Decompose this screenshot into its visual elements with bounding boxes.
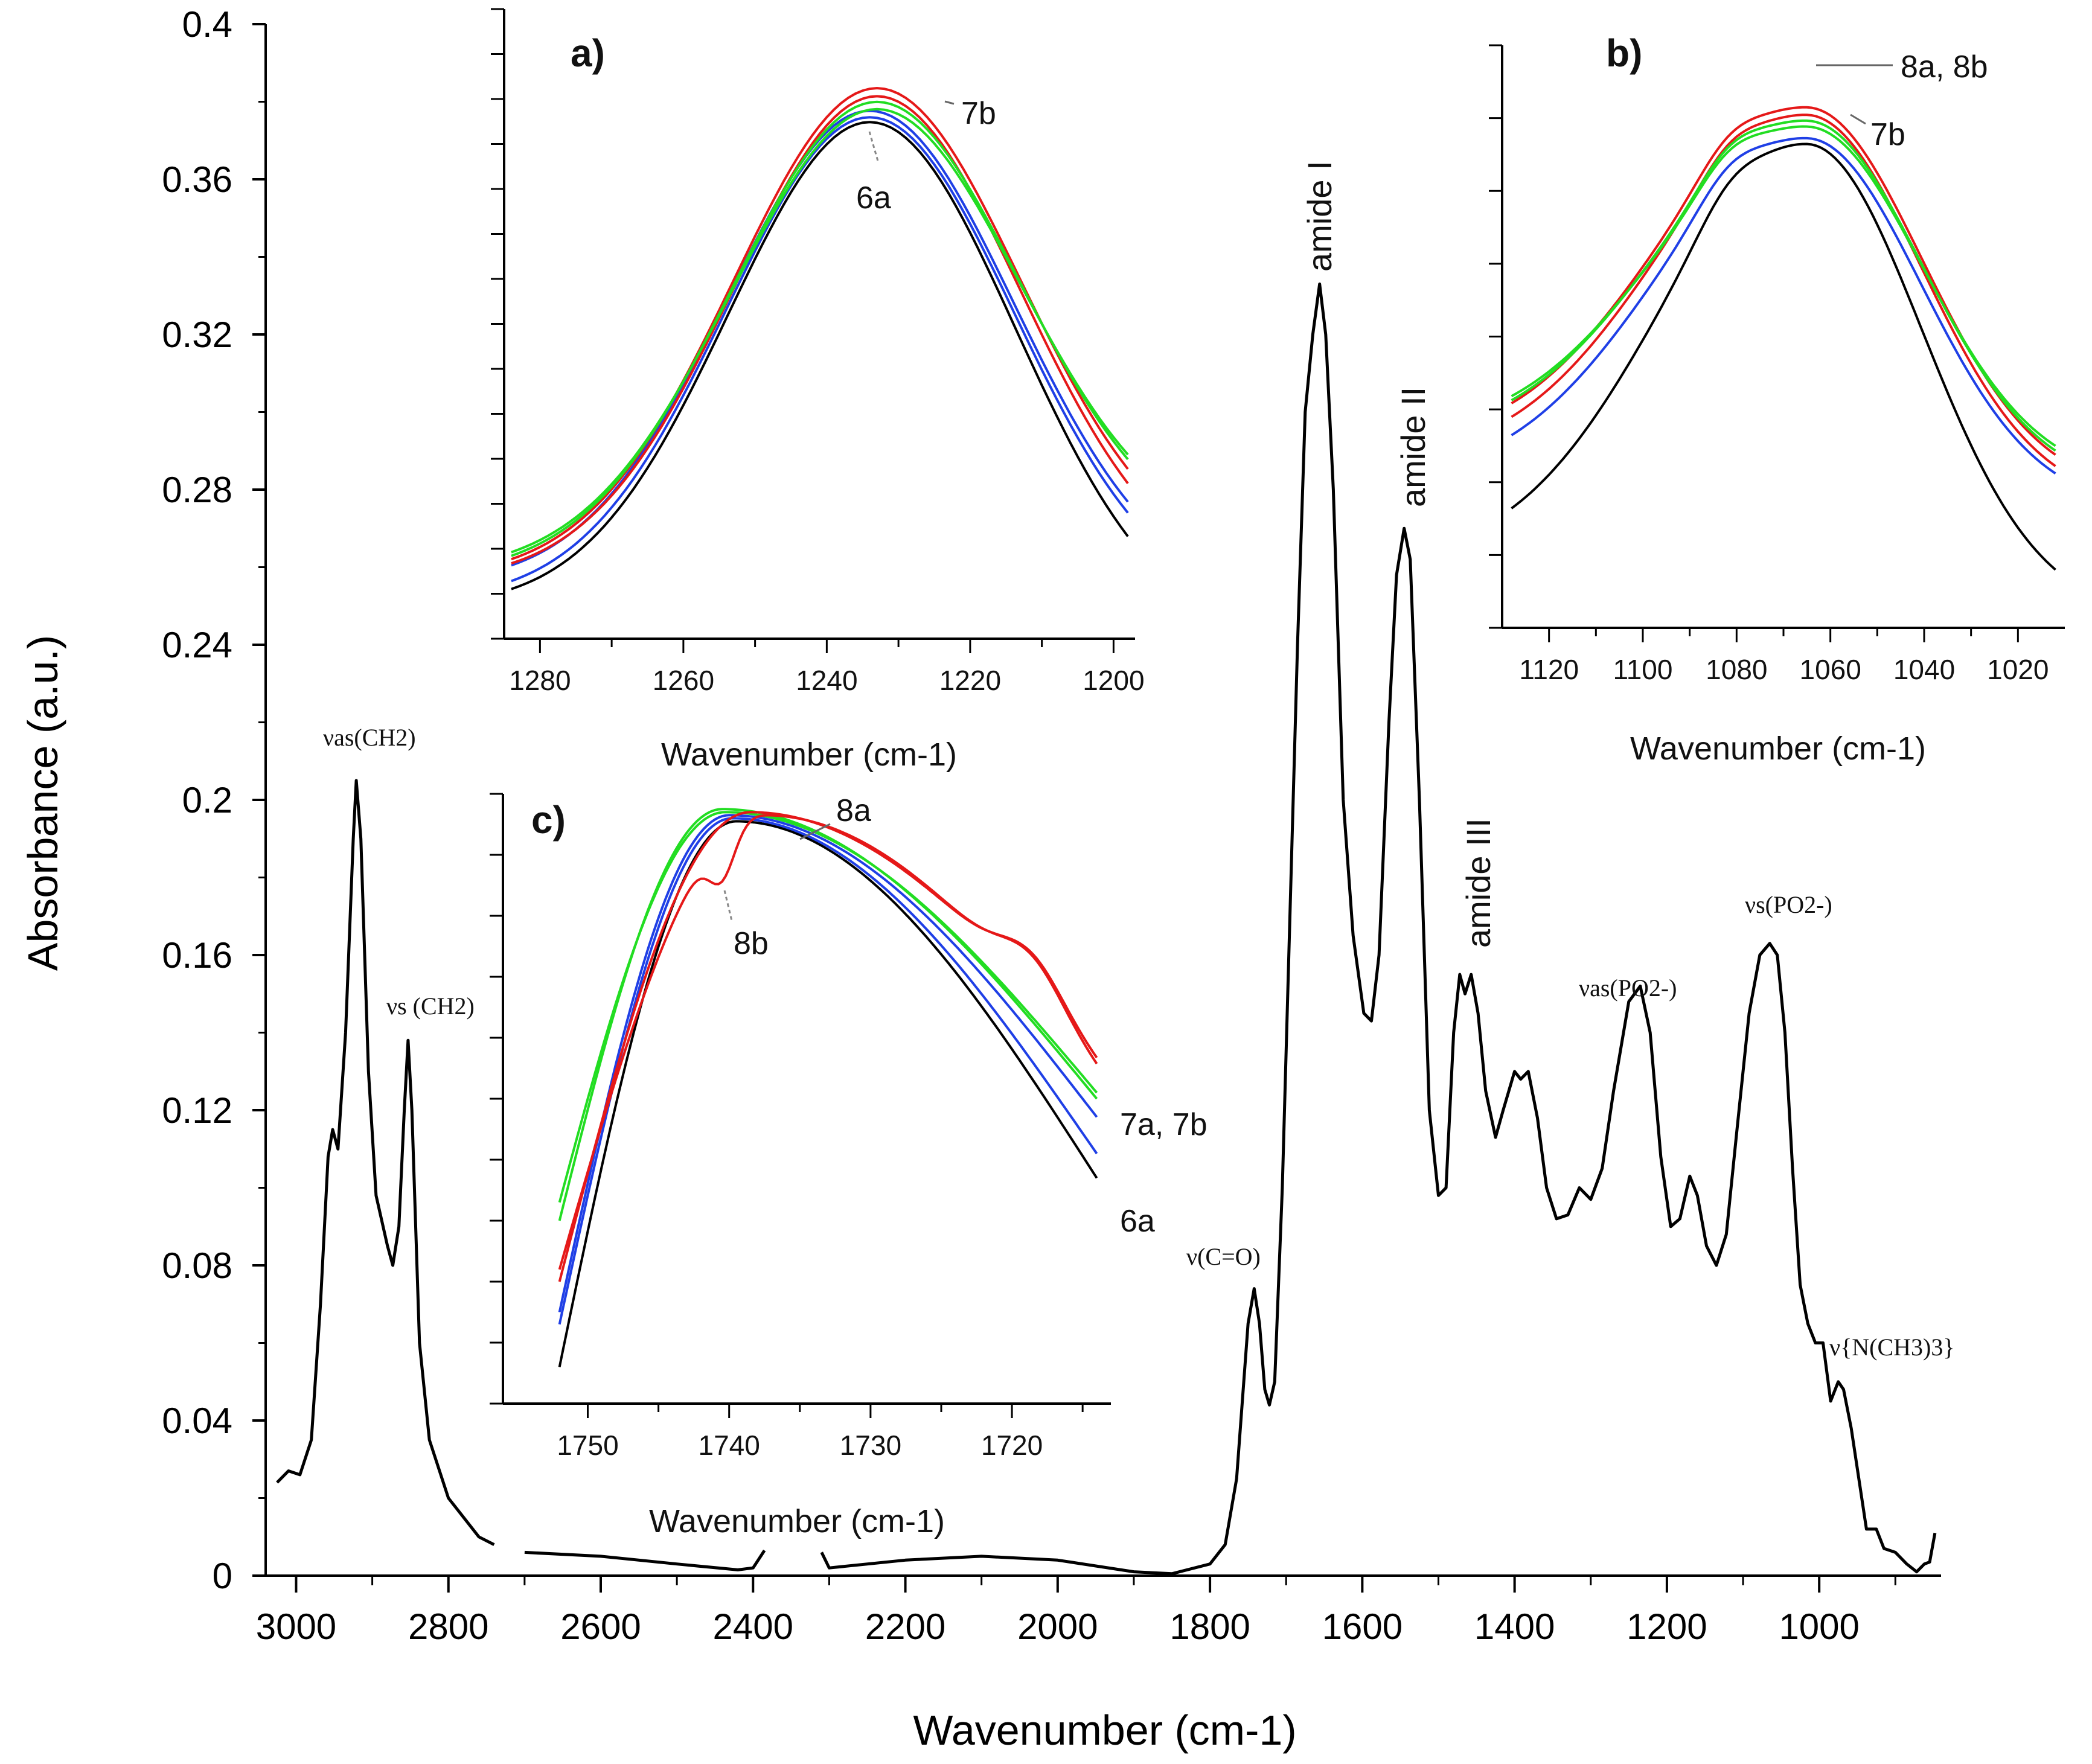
inset-c-label-7a7b: 7a, 7b (1120, 1107, 1208, 1142)
inset-c: 1750 1740 1730 1720 c) Wavenumber (cm-1) 8a… (490, 788, 1208, 1539)
inset-b: 1120 1100 1080 1060 1040 1020 b) Wavenumber (… (1489, 31, 2068, 767)
main-y-tick-label: 0.24 (162, 625, 232, 665)
main-x-tick-label: 2600 (560, 1606, 641, 1647)
inset-a-x-tick-label: 1220 (939, 665, 1001, 696)
inset-b-series-line (1511, 142, 2056, 571)
inset-a-arrow-6a (868, 131, 880, 164)
main-y-tick-label: 0.28 (162, 470, 232, 510)
inset-a-series-line (511, 116, 1129, 583)
inset-b-background (1497, 42, 2068, 631)
main-x-tick-label: 2800 (408, 1606, 488, 1647)
main-axes: 00.040.080.120.160.20.240.280.320.360.4 … (19, 4, 1941, 1754)
inset-c-arrow-8a (799, 823, 831, 840)
main-x-tick-label: 1200 (1627, 1606, 1707, 1647)
inset-a-panel-label: a) (571, 31, 605, 75)
main-y-tick-label: 0.16 (162, 935, 232, 976)
main-y-tick-label: 0.32 (162, 315, 232, 355)
inset-c-x-tick-label: 1720 (981, 1430, 1043, 1461)
inset-c-series-line (558, 814, 1098, 1312)
main-y-tick-label: 0.2 (182, 780, 232, 820)
inset-c-x-tick-label: 1740 (699, 1430, 760, 1461)
inset-c-panel-label: c) (531, 798, 566, 842)
inset-c-background (498, 788, 1174, 1431)
inset-b-x-tick-label: 1080 (1706, 654, 1767, 685)
main-x-tick-label: 3000 (256, 1606, 336, 1647)
inset-b-arrow-7b (1850, 113, 1866, 125)
main-y-axis-title: Absorbance (a.u.) (19, 635, 66, 971)
main-x-tick-label: 1800 (1169, 1606, 1250, 1647)
inset-c-series-line (558, 814, 1098, 1270)
annotation-amide-i: amide I (1300, 161, 1339, 272)
inset-a-label-6a: 6a (856, 181, 891, 216)
inset-c-arrow-8b (723, 890, 733, 921)
inset-b-x-title: Wavenumber (cm-1) (1630, 730, 1926, 767)
inset-a-x-tick-label: 1280 (509, 665, 571, 696)
inset-b-label-7b: 7b (1870, 117, 1905, 152)
inset-b-label-8a8b: 8a, 8b (1901, 50, 1988, 85)
inset-c-x-tick-label: 1750 (557, 1430, 618, 1461)
inset-a-series-line (511, 95, 1129, 565)
inset-b-panel-label: b) (1606, 31, 1642, 75)
inset-b-x-tick-label: 1040 (1893, 654, 1955, 685)
inset-b-x-tick-label: 1020 (1987, 654, 2049, 685)
inset-c-x-title: Wavenumber (cm-1) (649, 1503, 945, 1539)
annotation-amide-ii: amide II (1394, 387, 1432, 507)
inset-c-series-line (558, 817, 1098, 1325)
annotation-nu-s-po2: νs(PO2-) (1745, 891, 1832, 918)
main-x-tick-label: 2000 (1017, 1606, 1098, 1647)
main-y-tick-label: 0.36 (162, 159, 232, 200)
inset-b-series-line (1511, 119, 2056, 452)
inset-a-series-line (511, 121, 1129, 590)
inset-c-label-8a: 8a (836, 793, 871, 828)
main-x-tick-label: 2200 (865, 1606, 945, 1647)
main-x-tick-label: 2400 (713, 1606, 793, 1647)
inset-c-x-tick-label: 1730 (840, 1430, 901, 1461)
inset-a-x-tick-label: 1260 (653, 665, 714, 696)
inset-a-arrow-7b (944, 100, 955, 105)
inset-b-series-line (1511, 113, 2056, 467)
main-y-tick-label: 0 (213, 1556, 232, 1596)
annotation-nu-s-ch2: νs (CH2) (386, 992, 475, 1020)
annotation-nu-n-ch3: ν{N(CH3)3} (1829, 1334, 1955, 1361)
inset-a-x-title: Wavenumber (cm-1) (661, 737, 957, 773)
main-annotations: amide I amide II amide III νas(CH2) νs (… (323, 161, 1955, 1361)
main-x-axis-title: Wavenumber (cm-1) (913, 1707, 1296, 1754)
inset-c-series-line (558, 820, 1098, 1367)
annotation-nu-co: ν(C=O) (1186, 1243, 1261, 1270)
inset-a-series-line (511, 107, 1129, 554)
inset-c-label-8b: 8b (734, 926, 769, 961)
inset-b-x-tick-label: 1060 (1799, 654, 1861, 685)
main-x-tick-label: 1000 (1779, 1606, 1859, 1647)
inset-b-x-tick-label: 1100 (1613, 654, 1673, 685)
inset-a-background (504, 9, 1135, 643)
main-y-tick-label: 0.4 (182, 4, 232, 45)
inset-b-x-tick-label: 1120 (1519, 654, 1579, 685)
main-y-tick-label: 0.08 (162, 1245, 232, 1286)
main-y-tick-label: 0.04 (162, 1401, 232, 1441)
inset-a-label-7b: 7b (961, 96, 996, 131)
main-y-tick-label: 0.12 (162, 1090, 232, 1131)
main-spectrum-line (276, 283, 1937, 1576)
inset-a: 1280 1260 1240 1220 1200 a) Wavenumber (cm-1… (491, 8, 1145, 773)
main-x-tick-label: 1400 (1474, 1606, 1555, 1647)
annotation-amide-iii: amide III (1459, 818, 1497, 948)
inset-a-x-tick-label: 1200 (1083, 665, 1144, 696)
annotation-nu-as-ch2: νas(CH2) (323, 724, 416, 751)
inset-a-x-tick-label: 1240 (796, 665, 857, 696)
inset-b-series-line (1511, 136, 2056, 475)
inset-c-label-6a: 6a (1120, 1204, 1155, 1239)
main-x-tick-label: 1600 (1322, 1606, 1403, 1647)
annotation-nu-as-po2: νas(PO2-) (1579, 974, 1677, 1002)
inset-c-series-line (558, 811, 1098, 1203)
